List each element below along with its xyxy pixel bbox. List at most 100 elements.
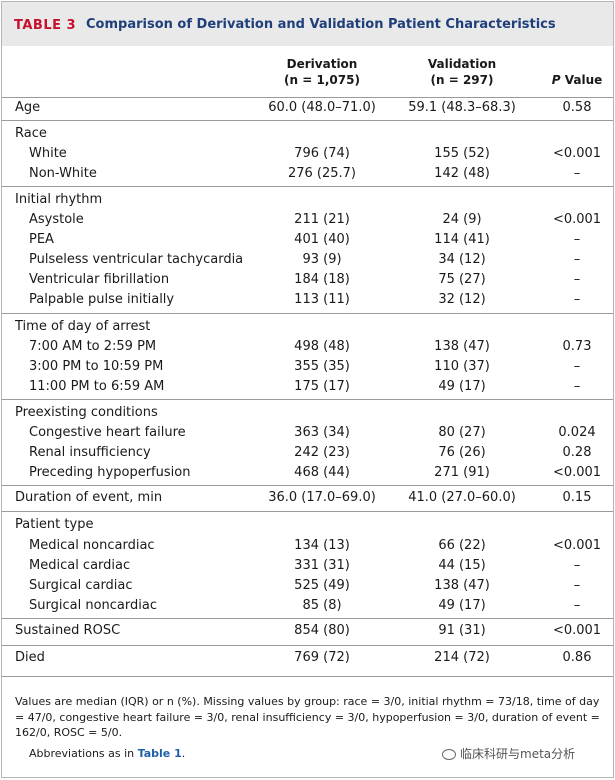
table-row: Preceding hypoperfusion 468 (44) 271 (91…	[2, 463, 613, 483]
header-p-value: P Value	[542, 72, 612, 88]
table-row: Initial rhythm	[2, 190, 613, 210]
table-row: 3:00 PM to 10:59 PM 355 (35) 110 (37) –	[2, 357, 613, 377]
table-row: Ventricular fibrillation 184 (18) 75 (27…	[2, 270, 613, 290]
p-value-cell: <0.001	[552, 465, 602, 480]
wechat-icon	[442, 749, 456, 760]
row-label: Died	[15, 650, 45, 665]
derivation-cell: 355 (35)	[294, 359, 350, 374]
divider	[2, 186, 613, 187]
p-value-cell: 0.86	[562, 650, 592, 665]
validation-cell: 59.1 (48.3–68.3)	[408, 100, 516, 115]
table-row: Renal insufficiency 242 (23) 76 (26) 0.2…	[2, 443, 613, 463]
p-value-cell: <0.001	[552, 623, 602, 638]
header-p-rest: Value	[560, 73, 603, 87]
p-value-cell: –	[573, 578, 581, 593]
row-label: Asystole	[29, 212, 84, 227]
p-value-cell: 0.73	[562, 339, 592, 354]
header-validation-n: (n = 297)	[430, 73, 494, 87]
derivation-cell: 854 (80)	[294, 623, 350, 638]
row-label: PEA	[29, 232, 54, 247]
p-value-cell: 0.15	[562, 490, 592, 505]
row-label: Ventricular fibrillation	[29, 272, 170, 287]
table-row: Preexisting conditions	[2, 403, 613, 423]
derivation-cell: 60.0 (48.0–71.0)	[268, 100, 376, 115]
table-footnote: Values are median (IQR) or n (%). Missin…	[15, 695, 600, 739]
header-p-italic: P	[551, 73, 561, 87]
derivation-cell: 93 (9)	[302, 252, 342, 267]
p-value-cell: <0.001	[552, 538, 602, 553]
row-label: Surgical noncardiac	[29, 598, 157, 613]
derivation-cell: 184 (18)	[294, 272, 350, 287]
divider	[2, 97, 613, 98]
row-label: 7:00 AM to 2:59 PM	[29, 339, 157, 354]
table-row: Died 769 (72) 214 (72) 0.86	[2, 648, 613, 668]
row-label: Preceding hypoperfusion	[29, 465, 191, 480]
table-title: Comparison of Derivation and Validation …	[86, 17, 556, 32]
row-label: Patient type	[15, 517, 94, 532]
divider	[2, 676, 613, 677]
table-row: Duration of event, min 36.0 (17.0–69.0) …	[2, 488, 613, 508]
p-value-cell: <0.001	[552, 146, 602, 161]
p-value-cell: <0.001	[552, 212, 602, 227]
table-row: Sustained ROSC 854 (80) 91 (31) <0.001	[2, 621, 613, 641]
validation-cell: 214 (72)	[434, 650, 490, 665]
table-row: Pulseless ventricular tachycardia 93 (9)…	[2, 250, 613, 270]
p-value-cell: –	[573, 359, 581, 374]
derivation-cell: 401 (40)	[294, 232, 350, 247]
p-value-cell: –	[573, 166, 581, 181]
table-1-link[interactable]: Table 1	[137, 747, 182, 760]
p-value-cell: –	[573, 232, 581, 247]
validation-cell: 138 (47)	[434, 578, 490, 593]
table-row: Asystole 211 (21) 24 (9) <0.001	[2, 210, 613, 230]
table-row: Age 60.0 (48.0–71.0) 59.1 (48.3–68.3) 0.…	[2, 98, 613, 118]
validation-cell: 142 (48)	[434, 166, 490, 181]
divider	[2, 618, 613, 619]
table-row: Surgical cardiac 525 (49) 138 (47) –	[2, 576, 613, 596]
abbreviations-note: Abbreviations as in Table 1.	[29, 747, 185, 760]
row-label: Age	[15, 100, 41, 115]
p-value-cell: –	[573, 379, 581, 394]
derivation-cell: 134 (13)	[294, 538, 350, 553]
row-label: Congestive heart failure	[29, 425, 186, 440]
row-label: Initial rhythm	[15, 192, 103, 207]
table-header: Derivation (n = 1,075) Validation (n = 2…	[2, 46, 613, 96]
validation-cell: 32 (12)	[438, 292, 486, 307]
row-label: Race	[15, 126, 47, 141]
row-label: Preexisting conditions	[15, 405, 158, 420]
header-validation: Validation (n = 297)	[397, 56, 527, 88]
table-row: Medical noncardiac 134 (13) 66 (22) <0.0…	[2, 536, 613, 556]
derivation-cell: 796 (74)	[294, 146, 350, 161]
derivation-cell: 36.0 (17.0–69.0)	[268, 490, 376, 505]
abbreviations-text: Abbreviations as in	[29, 747, 138, 760]
table-row: Race	[2, 124, 613, 144]
divider	[2, 645, 613, 646]
validation-cell: 80 (27)	[438, 425, 486, 440]
table-row: Time of day of arrest	[2, 317, 613, 337]
table-row: Medical cardiac 331 (31) 44 (15) –	[2, 556, 613, 576]
divider	[2, 313, 613, 314]
row-label: White	[29, 146, 67, 161]
watermark: 临床科研与meta分析	[442, 745, 575, 762]
validation-cell: 66 (22)	[438, 538, 486, 553]
table-row: PEA 401 (40) 114 (41) –	[2, 230, 613, 250]
abbreviations-end: .	[181, 747, 186, 760]
validation-cell: 91 (31)	[438, 623, 486, 638]
validation-cell: 110 (37)	[434, 359, 490, 374]
derivation-cell: 113 (11)	[294, 292, 350, 307]
row-label: Sustained ROSC	[15, 623, 121, 638]
row-label: Medical cardiac	[29, 558, 131, 573]
validation-cell: 76 (26)	[438, 445, 486, 460]
p-value-cell: –	[573, 272, 581, 287]
row-label: Palpable pulse initially	[29, 292, 175, 307]
validation-cell: 138 (47)	[434, 339, 490, 354]
row-label: 3:00 PM to 10:59 PM	[29, 359, 164, 374]
derivation-cell: 211 (21)	[294, 212, 350, 227]
table-row: 7:00 AM to 2:59 PM 498 (48) 138 (47) 0.7…	[2, 337, 613, 357]
row-label: Non-White	[29, 166, 97, 181]
p-value-cell: –	[573, 598, 581, 613]
p-value-cell: –	[573, 292, 581, 307]
p-value-cell: 0.28	[562, 445, 592, 460]
header-validation-label: Validation	[427, 57, 497, 71]
validation-cell: 49 (17)	[438, 379, 486, 394]
